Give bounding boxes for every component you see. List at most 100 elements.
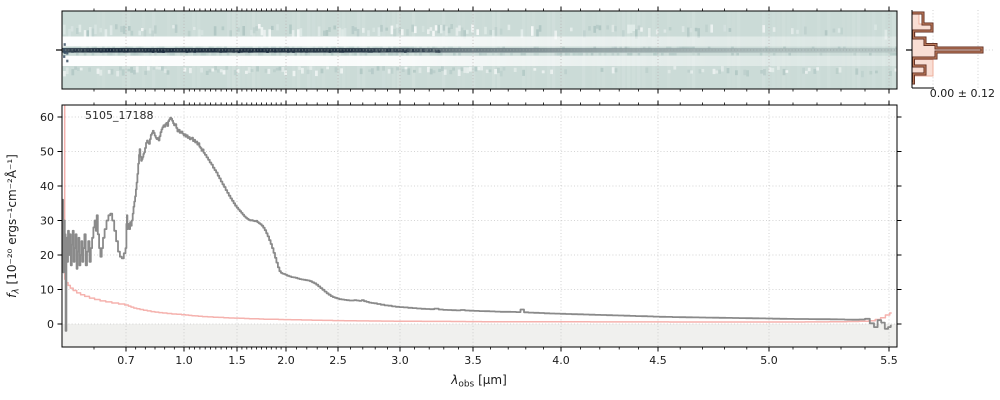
noise-cell: [671, 52, 674, 56]
noise-cell: [648, 46, 651, 49]
noise-cell: [155, 66, 159, 70]
trace-speckle: [385, 49, 389, 53]
y-tick-label: 20: [40, 249, 54, 262]
noise-cell: [377, 46, 381, 49]
noise-cell: [598, 52, 602, 56]
trace-speckle: [206, 49, 209, 53]
x-tick-label: 0.7: [117, 354, 135, 367]
y-tick-label: 10: [40, 284, 54, 297]
noise-cell: [837, 46, 841, 49]
trace-speckle: [224, 49, 228, 53]
trace-speckle: [287, 49, 290, 53]
trace-speckle: [401, 49, 404, 53]
trace-speckle: [105, 49, 108, 53]
noise-cell: [143, 29, 147, 39]
noise-cell: [531, 26, 534, 36]
noise-cell: [68, 46, 71, 49]
noise-cell: [432, 30, 435, 37]
noise-cell: [94, 46, 97, 49]
noise-cell: [390, 67, 394, 74]
noise-cell: [772, 27, 776, 32]
noise-cell: [156, 46, 160, 49]
noise-cell: [432, 70, 436, 74]
noise-cell: [474, 66, 478, 72]
noise-cell: [222, 70, 226, 75]
noise-cell: [520, 29, 524, 38]
trace-speckle: [339, 49, 342, 53]
noise-cell: [79, 67, 83, 71]
noise-cell: [782, 68, 786, 76]
noise-cell: [701, 68, 705, 73]
noise-cell: [469, 66, 472, 72]
noise-cell: [674, 52, 677, 56]
noise-cell: [221, 26, 225, 31]
noise-cell: [102, 46, 105, 49]
noise-cell: [91, 28, 95, 39]
trace-speckle: [144, 49, 147, 53]
noise-cell: [185, 46, 188, 49]
noise-cell: [611, 52, 615, 56]
trace-speckle: [209, 48, 212, 52]
noise-cell: [167, 52, 170, 56]
trace-speckle: [357, 49, 360, 53]
noise-cell: [242, 26, 245, 36]
noise-cell: [107, 46, 110, 49]
trace-speckle: [422, 48, 425, 52]
noise-cell: [187, 46, 191, 49]
noise-cell: [102, 52, 105, 56]
noise-cell: [721, 66, 724, 72]
noise-cell: [771, 67, 775, 73]
noise-cell: [135, 66, 139, 73]
noise-cell: [362, 52, 365, 56]
noise-cell: [247, 52, 251, 56]
noise-cell: [263, 46, 266, 49]
noise-cell: [306, 69, 310, 75]
noise-cell: [398, 46, 401, 49]
noise-cell: [421, 25, 425, 32]
noise-cell: [211, 52, 214, 56]
noise-cell: [824, 30, 828, 36]
noise-cell: [115, 24, 118, 30]
trace-speckle: [274, 49, 277, 53]
noise-cell: [637, 52, 641, 56]
noise-cell: [497, 52, 500, 56]
noise-cell: [458, 25, 461, 32]
noise-cell: [452, 67, 455, 71]
noise-cell: [575, 52, 578, 56]
trace-speckle: [435, 49, 438, 53]
noise-cell: [396, 67, 399, 71]
trace-speckle: [289, 48, 293, 52]
noise-cell: [78, 24, 82, 33]
noise-cell: [83, 30, 87, 39]
noise-cell: [351, 52, 355, 56]
noise-cell: [130, 67, 133, 73]
noise-cell: [338, 46, 342, 49]
y-tick-label: 50: [40, 146, 54, 159]
noise-cell: [624, 46, 628, 49]
noise-cell: [627, 24, 630, 34]
trace-speckle: [378, 49, 381, 53]
noise-cell: [190, 46, 193, 49]
noise-cell: [401, 69, 405, 72]
noise-cell: [726, 68, 730, 74]
noise-cell: [73, 46, 76, 49]
trace-speckle: [180, 49, 183, 53]
noise-cell: [393, 28, 396, 39]
x-tick-label: 3.5: [464, 354, 482, 367]
noise-cell: [681, 46, 685, 49]
noise-cell: [297, 46, 300, 49]
noise-cell: [434, 52, 438, 56]
trace-speckle: [263, 49, 267, 53]
noise-cell: [377, 27, 381, 36]
noise-cell: [125, 46, 128, 49]
noise-cell: [477, 66, 481, 71]
noise-cell: [229, 30, 232, 39]
noise-cell: [796, 29, 799, 34]
noise-cell: [522, 69, 525, 76]
noise-cell: [538, 25, 542, 32]
noise-cell: [715, 70, 719, 74]
noise-cell: [447, 27, 451, 34]
trace-speckle: [222, 49, 225, 53]
noise-cell: [523, 52, 526, 56]
noise-cell: [497, 46, 500, 49]
